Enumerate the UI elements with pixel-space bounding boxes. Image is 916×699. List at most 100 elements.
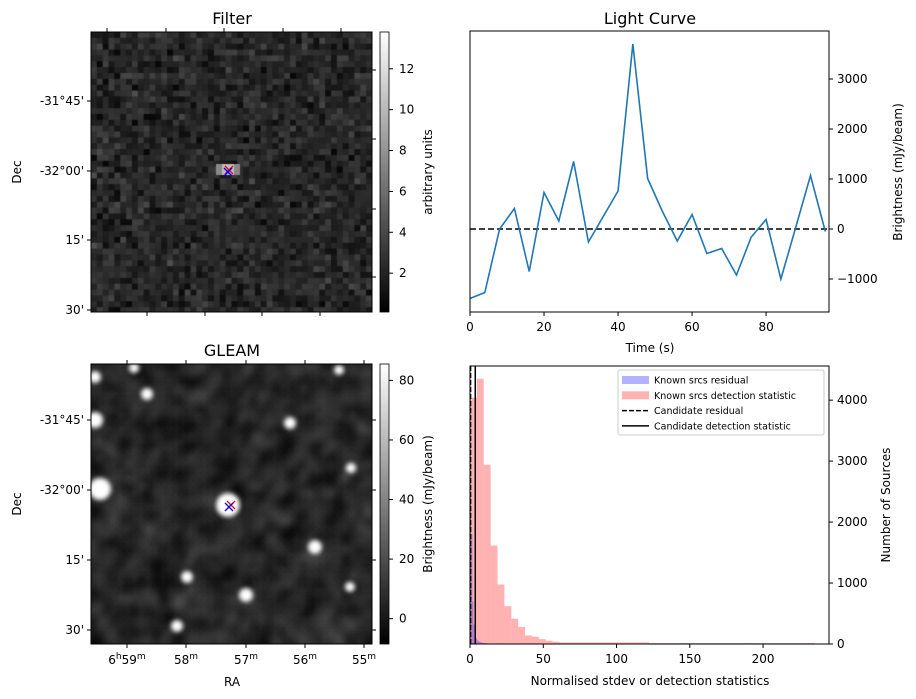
x-tick-label: 50 (536, 652, 551, 666)
lightcurve-ylabel: Brightness (mJy/beam) (891, 103, 905, 241)
known-srcs-detection-statistic-bar (566, 642, 574, 644)
known-srcs-detection-statistic-bar (538, 639, 546, 644)
y-tick-label: 0 (837, 637, 845, 651)
legend-label: Known srcs detection statistic (654, 391, 796, 402)
y-tick-label: 0 (837, 222, 845, 236)
x-tick-label: 80 (758, 320, 773, 334)
lightcurve-axes (469, 30, 830, 313)
known-srcs-detection-statistic-bar (476, 378, 484, 644)
y-tick-label: 3000 (837, 454, 868, 468)
filter-ylabel: Dec (10, 160, 24, 183)
colorbar-tick-label: 2 (399, 266, 407, 280)
x-tick-label: 20 (536, 320, 551, 334)
dec-tick-label: -31°45' (40, 94, 84, 108)
known-srcs-detection-statistic-bar (607, 642, 615, 644)
filter-title: Filter (212, 9, 252, 28)
y-tick-label: 3000 (837, 72, 868, 86)
known-srcs-residual-bar (480, 642, 482, 644)
dec-tick-label: -32°00' (40, 164, 84, 178)
known-srcs-residual-bar (472, 601, 474, 644)
known-srcs-detection-statistic-bar (580, 642, 588, 644)
y-tick-label: 2000 (837, 515, 868, 529)
colorbar-tick-label: 80 (399, 373, 414, 387)
known-srcs-detection-statistic-bar (518, 626, 526, 644)
known-srcs-detection-statistic-bar (642, 642, 650, 644)
histogram-axes (469, 365, 830, 645)
known-srcs-residual-bar (477, 640, 479, 644)
dec-tick-label: 30' (65, 623, 84, 637)
x-tick-label: 0 (466, 652, 474, 666)
y-tick-label: −1000 (837, 272, 878, 286)
known-srcs-detection-statistic-bar (559, 642, 567, 644)
y-tick-label: 1000 (837, 576, 868, 590)
known-srcs-detection-statistic-bar (470, 397, 477, 644)
colorbar-tick-label: 40 (399, 493, 414, 507)
dec-tick-label: 15' (65, 553, 84, 567)
gleam-title: GLEAM (204, 341, 260, 360)
colorbar-tick-label: 12 (399, 62, 414, 76)
filter-axes (90, 31, 373, 313)
known-srcs-detection-statistic-bar (545, 640, 553, 644)
known-srcs-detection-statistic-bar (587, 642, 594, 644)
known-srcs-detection-statistic-bar (552, 641, 560, 644)
colorbar-tick-label: 60 (399, 433, 414, 447)
colorbar-tick-label: 8 (399, 144, 407, 158)
x-tick-label: 60 (684, 320, 699, 334)
dec-tick-label: 30' (65, 303, 84, 317)
known-srcs-detection-statistic-bar (614, 642, 622, 644)
legend-label: Candidate residual (654, 406, 743, 417)
colorbar-tick-label: 6 (399, 184, 407, 198)
colorbar (379, 363, 390, 645)
lightcurve-xlabel: Time (s) (625, 341, 675, 355)
known-srcs-residual-bar (478, 641, 480, 644)
known-srcs-detection-statistic-bar (511, 618, 519, 644)
known-srcs-detection-statistic-bar (525, 635, 532, 644)
known-srcs-detection-statistic-bar (621, 642, 629, 644)
dec-tick-label: 15' (65, 233, 84, 247)
known-srcs-residual-bar (475, 638, 478, 644)
x-tick-label: 0 (466, 320, 474, 334)
gleam-axes (90, 363, 373, 645)
y-tick-label: 1000 (837, 172, 868, 186)
colorbar-tick-label: 4 (399, 225, 407, 239)
x-tick-label: 150 (678, 652, 701, 666)
gleam-ylabel: Dec (10, 492, 24, 515)
legend-swatch (622, 376, 649, 384)
legend-swatch (622, 391, 649, 400)
x-tick-label: 40 (610, 320, 625, 334)
blue-x-marker (224, 502, 234, 512)
dec-tick-label: -32°00' (40, 483, 84, 497)
hist-xlabel: Normalised stdev or detection statistics (531, 674, 770, 688)
known-srcs-residual-bar (482, 642, 485, 644)
x-tick-label: 100 (605, 652, 628, 666)
ra-tick-label: 57m (234, 652, 258, 667)
legend-label: Known srcs residual (654, 376, 748, 387)
x-tick-label: 200 (752, 652, 775, 666)
light-curve-line (469, 43, 827, 300)
known-srcs-residual-bar (479, 641, 481, 644)
known-srcs-detection-statistic-bar (635, 642, 643, 644)
ra-tick-label: 56m (293, 652, 317, 667)
colorbar-tick-label: 10 (399, 103, 414, 117)
y-tick-label: 4000 (837, 393, 868, 407)
y-tick-label: 2000 (837, 122, 868, 136)
dec-tick-label: -31°45' (40, 413, 84, 427)
legend (617, 369, 825, 436)
known-srcs-detection-statistic-bar (490, 545, 498, 644)
legend-label: Candidate detection statistic (654, 421, 791, 432)
known-srcs-detection-statistic-bar (573, 642, 581, 644)
known-srcs-residual-bar (471, 534, 473, 644)
known-srcs-residual-bar (481, 642, 483, 644)
filter-colorbar-label: arbitrary units (421, 129, 435, 215)
colorbar-tick-label: 20 (399, 552, 414, 566)
gleam-colorbar-label: Brightness (mJy/beam) (421, 435, 435, 573)
known-srcs-detection-statistic-bar (504, 606, 512, 644)
known-srcs-detection-statistic-bar (600, 642, 608, 644)
lightcurve-title: Light Curve (604, 9, 696, 28)
known-srcs-detection-statistic-bar (628, 642, 636, 644)
red-x-marker (224, 165, 234, 175)
ra-tick-label: 55m (352, 652, 376, 667)
ra-tick-label: 6h59m (108, 652, 145, 667)
